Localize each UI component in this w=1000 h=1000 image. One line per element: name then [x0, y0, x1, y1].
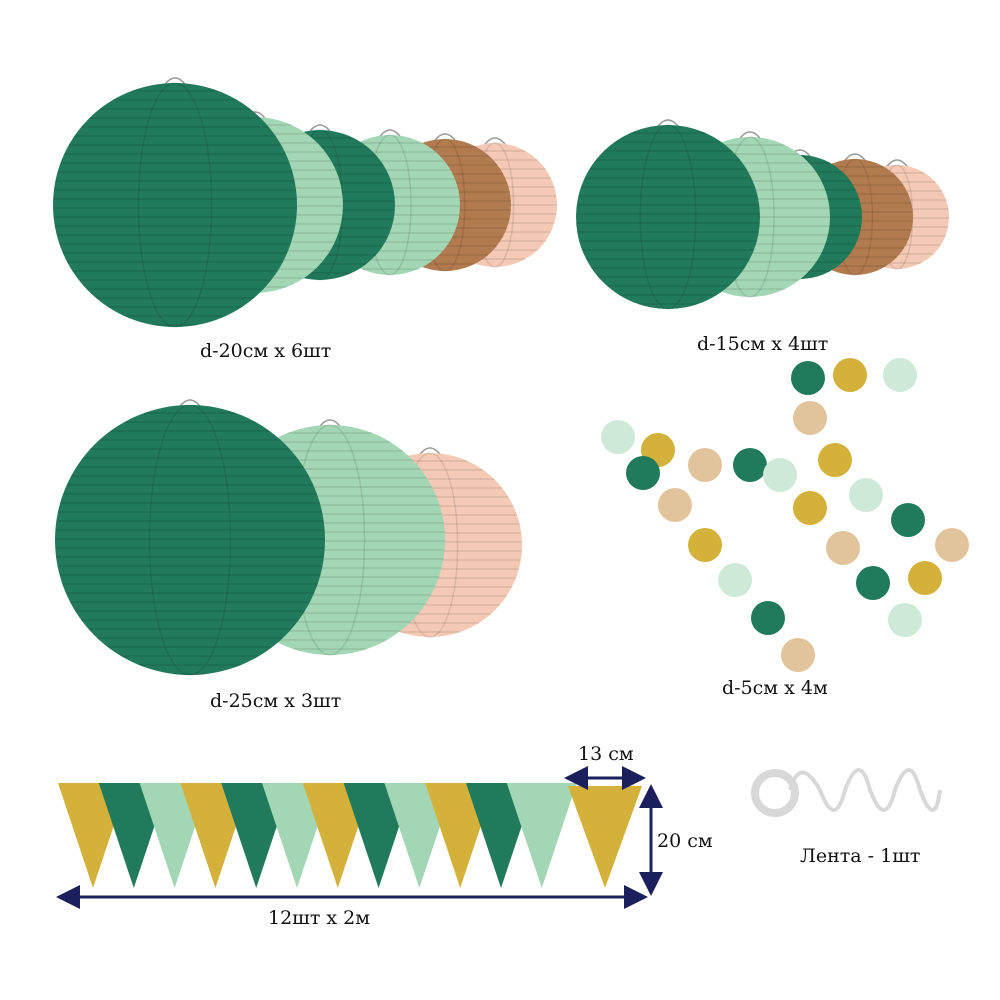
- label-flag-width: 13 см: [578, 743, 634, 765]
- lantern-seam: [148, 404, 232, 676]
- garland-circle: [908, 561, 942, 595]
- garland-circle: [763, 458, 797, 492]
- garland-circle: [793, 491, 827, 525]
- garland-circle: [688, 528, 722, 562]
- garland-circle: [891, 503, 925, 537]
- lantern-body: [55, 405, 325, 675]
- garland-circle: [818, 443, 852, 477]
- garland-circle: [781, 638, 815, 672]
- garland-circle: [626, 456, 660, 490]
- garland-circle: [833, 358, 867, 392]
- garland-circle: [826, 531, 860, 565]
- paper-lantern: [576, 119, 760, 310]
- label-bunting: 12шт x 2м: [268, 907, 371, 929]
- lantern-body: [53, 83, 297, 327]
- lantern-body: [576, 125, 760, 309]
- garland-circle: [751, 601, 785, 635]
- garland-circle: [888, 603, 922, 637]
- label-lanterns-15: d-15см x 4шт: [697, 333, 829, 355]
- garland-circle: [733, 448, 767, 482]
- paper-lantern: [53, 77, 297, 328]
- ribbon-curl: [788, 768, 942, 812]
- garland-circle: [601, 420, 635, 454]
- lantern-seam: [137, 82, 213, 328]
- garland-circle: [856, 566, 890, 600]
- label-garland-dots: d-5см x 4м: [722, 677, 828, 699]
- lantern-seam: [639, 124, 697, 310]
- garland-circle: [849, 478, 883, 512]
- garland-circle: [883, 358, 917, 392]
- garland-circle: [791, 361, 825, 395]
- paper-lantern: [55, 399, 325, 676]
- label-lanterns-25: d-25см x 3шт: [210, 690, 342, 712]
- label-ribbon: Лента - 1шт: [800, 845, 921, 867]
- bunting-flag: [506, 783, 577, 888]
- garland-circle: [793, 401, 827, 435]
- sample-flag: [568, 786, 642, 888]
- garland-circle: [658, 488, 692, 522]
- ribbon-spool: [751, 769, 799, 817]
- garland-circle: [935, 528, 969, 562]
- label-flag-height: 20 см: [657, 830, 713, 852]
- garland-circle: [688, 448, 722, 482]
- garland-circle: [718, 563, 752, 597]
- label-lanterns-20: d-20см x 6шт: [200, 340, 332, 362]
